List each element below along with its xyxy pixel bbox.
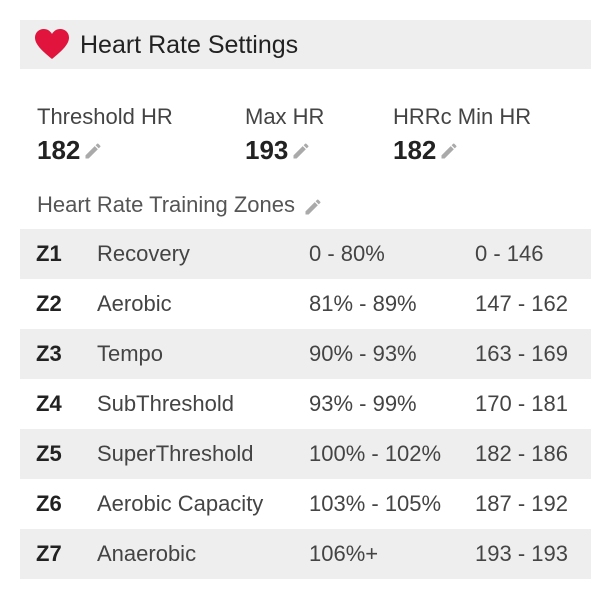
zone-row: Z5 SuperThreshold 100% - 102% 182 - 186 [20, 429, 591, 479]
zone-percent: 106%+ [309, 541, 379, 566]
zones-table: Z1 Recovery 0 - 80% 0 - 146 Z2 Aerobic 8… [20, 229, 591, 579]
zone-bpm: 187 - 192 [475, 491, 568, 516]
zone-id: Z5 [36, 441, 62, 466]
zone-name: Aerobic [97, 291, 172, 316]
zone-row: Z3 Tempo 90% - 93% 163 - 169 [20, 329, 591, 379]
pencil-icon[interactable] [83, 141, 103, 161]
max-hr-stat: Max HR 193 [245, 104, 324, 165]
threshold-hr-stat: Threshold HR 182 [37, 104, 173, 165]
zone-row: Z2 Aerobic 81% - 89% 147 - 162 [20, 279, 591, 329]
stat-value: 193 [245, 135, 289, 165]
zone-id: Z6 [36, 491, 62, 516]
zone-percent: 103% - 105% [309, 491, 442, 516]
zone-percent: 0 - 80% [309, 241, 385, 266]
hrrc-min-hr-stat: HRRc Min HR 182 [393, 104, 531, 165]
stat-label: Threshold HR [37, 104, 173, 129]
zone-id: Z3 [36, 341, 62, 366]
zone-row: Z7 Anaerobic 106%+ 193 - 193 [20, 529, 591, 579]
stat-label: Max HR [245, 104, 325, 129]
pencil-icon[interactable] [439, 141, 459, 161]
zone-bpm: 163 - 169 [475, 341, 568, 366]
page-title: Heart Rate Settings [80, 31, 299, 59]
zone-row: Z6 Aerobic Capacity 103% - 105% 187 - 19… [20, 479, 591, 529]
stat-label: HRRc Min HR [393, 104, 532, 129]
zone-name: Aerobic Capacity [97, 491, 264, 516]
pencil-icon[interactable] [291, 141, 311, 161]
zone-percent: 90% - 93% [309, 341, 417, 366]
settings-header: Heart Rate Settings [20, 20, 591, 69]
zones-title-label: Heart Rate Training Zones [37, 192, 296, 217]
heart-icon [35, 29, 69, 59]
zone-name: Tempo [97, 341, 164, 366]
zone-id: Z1 [36, 241, 62, 266]
zone-percent: 81% - 89% [309, 291, 417, 316]
zones-section-title: Heart Rate Training Zones [37, 192, 323, 218]
zone-bpm: 0 - 146 [475, 241, 544, 266]
zone-bpm: 193 - 193 [475, 541, 568, 566]
zone-id: Z4 [36, 391, 62, 416]
zone-name: Anaerobic [97, 541, 197, 566]
zone-id: Z2 [36, 291, 62, 316]
zone-name: SubThreshold [97, 391, 234, 416]
stat-value: 182 [37, 135, 81, 165]
pencil-icon[interactable] [303, 197, 323, 217]
zone-bpm: 147 - 162 [475, 291, 568, 316]
zone-name: SuperThreshold [97, 441, 254, 466]
zone-name: Recovery [97, 241, 190, 266]
stat-value: 182 [393, 135, 437, 165]
zone-percent: 100% - 102% [309, 441, 442, 466]
zone-id: Z7 [36, 541, 62, 566]
zone-row: Z1 Recovery 0 - 80% 0 - 146 [20, 229, 591, 279]
zone-bpm: 170 - 181 [475, 391, 568, 416]
zone-percent: 93% - 99% [309, 391, 417, 416]
zone-row: Z4 SubThreshold 93% - 99% 170 - 181 [20, 379, 591, 429]
zone-bpm: 182 - 186 [475, 441, 568, 466]
